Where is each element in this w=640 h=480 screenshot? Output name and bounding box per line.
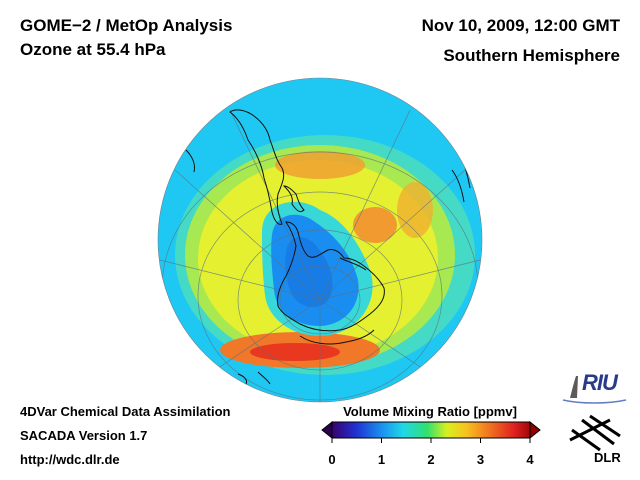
ozone-max-east: [353, 207, 397, 243]
footer-method: 4DVar Chemical Data Assimilation: [20, 404, 231, 419]
ozone-max-ne: [397, 182, 433, 238]
colorbar-min-arrow: [321, 420, 333, 440]
title-line-1: GOME−2 / MetOp Analysis: [20, 16, 233, 35]
colorbar: [321, 420, 541, 443]
globe-outline: [157, 77, 483, 403]
colorbar-max-arrow: [529, 420, 541, 440]
footer-url: http://wdc.dlr.de: [20, 452, 120, 467]
ozone-peak-south: [250, 343, 340, 361]
colorbar-title: Volume Mixing Ratio [ppmv]: [343, 404, 517, 419]
colorbar-tick-label: 1: [377, 452, 386, 467]
globe: [158, 78, 482, 402]
colorbar-tick-label: 3: [476, 452, 485, 467]
dlr-logo-text: DLR: [594, 450, 621, 465]
antarctica: [277, 221, 385, 332]
footer-version: SACADA Version 1.7: [20, 428, 148, 443]
colorbar-tick-label: 2: [427, 452, 435, 467]
new-zealand: [185, 149, 195, 173]
colorbar-gradient: [331, 421, 531, 439]
riu-logo-text: RIU: [582, 370, 618, 395]
analysis-date: Nov 10, 2009, 12:00 GMT: [421, 16, 620, 35]
colorbar-tick-label: 4: [526, 452, 534, 467]
hemisphere-label: Southern Hemisphere: [443, 46, 620, 65]
dlr-logo: [569, 414, 621, 452]
riu-logo: [562, 376, 627, 404]
ozone-max-north: [275, 151, 365, 179]
colorbar-tick-label: 0: [328, 452, 336, 467]
colorbar-ticks: [331, 438, 531, 443]
title-line-2: Ozone at 55.4 hPa: [20, 40, 166, 59]
south-america: [229, 109, 285, 225]
